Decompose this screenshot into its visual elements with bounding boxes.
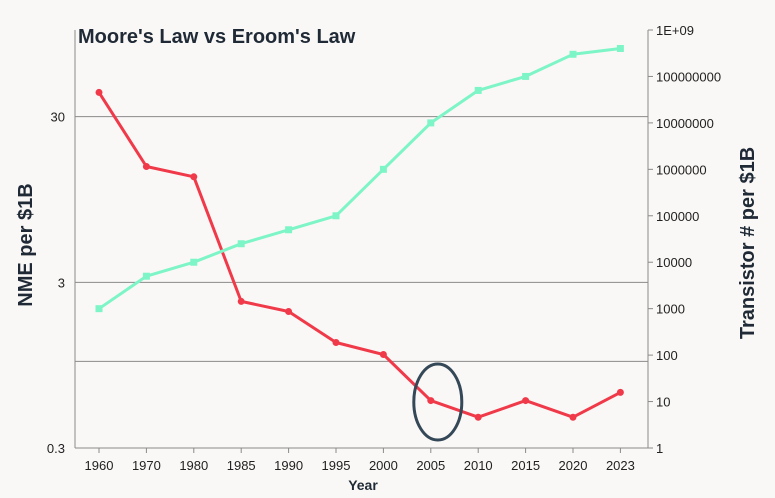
chart-title: Moore's Law vs Eroom's Law [78,26,356,48]
data-point [616,388,624,396]
right-tick-label: 10 [656,395,670,410]
right-tick-label: 100 [656,348,678,363]
x-tick-label: 1980 [179,458,208,473]
axes: 0.3 3 30 1 10 100 1000 10000 100000 1000000 100000… [47,23,721,473]
data-point [95,88,103,96]
x-tick-label: 1995 [322,458,351,473]
data-point [142,272,150,280]
data-point [190,173,198,181]
right-tick-label: 10000000 [656,116,714,131]
data-point [332,212,340,220]
x-tick-label: 1960 [85,458,114,473]
x-tick-label: 2005 [416,458,445,473]
right-tick-label: 1000 [656,302,685,317]
data-point [285,307,293,315]
right-tick-label: 1 [656,441,663,456]
x-tick-label: 2015 [511,458,540,473]
x-tick-label: 2023 [606,458,635,473]
x-axis-title: Year [348,477,378,493]
x-tick-label: 1970 [132,458,161,473]
data-point [474,413,482,421]
data-point [237,297,245,305]
data-point [616,44,624,52]
data-point [379,165,387,173]
data-point [190,258,198,266]
x-tick-label: 2020 [559,458,588,473]
data-point [427,119,435,127]
right-tick-label: 1E+09 [656,23,694,38]
right-tick-label: 100000000 [656,69,721,84]
data-point [95,305,103,313]
data-point [569,50,577,58]
left-tick-label: 30 [51,110,65,125]
series-line-1 [98,47,621,310]
data-point [379,351,387,359]
left-tick-label: 3 [58,275,65,290]
left-tick-label: 0.3 [47,441,65,456]
series-line-0 [97,91,622,419]
series-layer [95,44,624,421]
x-tick-label: 2000 [369,458,398,473]
data-point [142,163,150,171]
x-tick-label: 1990 [274,458,303,473]
annotation-ellipse [412,362,464,442]
data-point [285,226,293,234]
right-axis-title: Transistor # per $1B [737,147,759,339]
data-point [522,72,530,80]
gridlines [75,116,648,362]
data-point [474,86,482,94]
data-point [237,240,245,248]
right-tick-label: 10000 [656,255,692,270]
left-axis-title: NME per $1B [15,183,37,306]
data-point [569,413,577,421]
annotation-layer [412,362,464,442]
right-tick-label: 100000 [656,209,699,224]
x-tick-label: 1985 [227,458,256,473]
x-tick-label: 2010 [464,458,493,473]
data-point [522,397,530,405]
data-point [427,397,435,405]
data-point [332,338,340,346]
right-tick-label: 1000000 [656,162,707,177]
